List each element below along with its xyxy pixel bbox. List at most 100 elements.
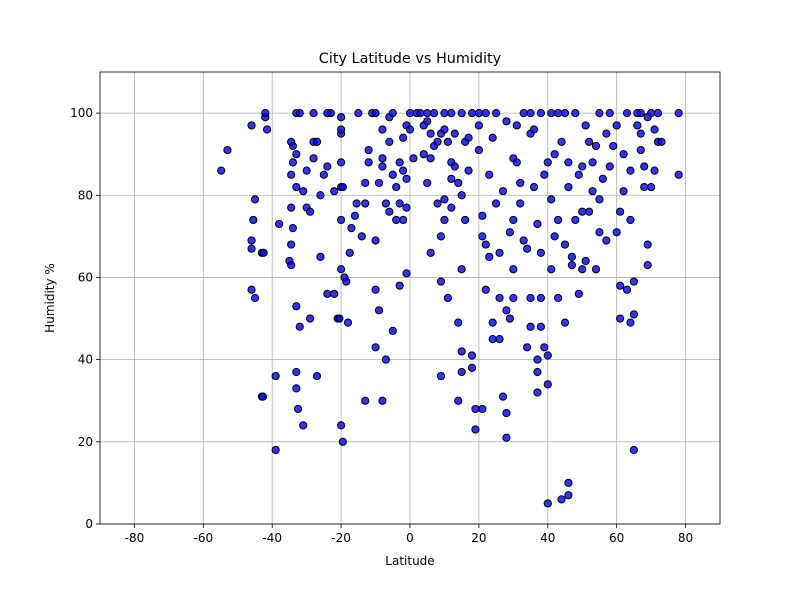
point bbox=[292, 182, 301, 192]
point bbox=[543, 499, 552, 508]
point bbox=[287, 203, 296, 212]
point bbox=[350, 211, 359, 220]
point bbox=[292, 367, 301, 377]
point bbox=[247, 244, 256, 253]
point bbox=[295, 322, 304, 331]
point bbox=[447, 174, 456, 183]
point bbox=[464, 166, 473, 175]
point bbox=[262, 125, 272, 134]
point bbox=[509, 293, 518, 303]
point bbox=[502, 433, 511, 442]
point bbox=[392, 182, 401, 192]
point bbox=[345, 248, 354, 257]
point bbox=[502, 306, 511, 315]
point bbox=[485, 170, 494, 179]
point bbox=[312, 371, 322, 381]
point bbox=[495, 334, 504, 344]
point bbox=[612, 121, 621, 130]
point bbox=[498, 392, 508, 401]
point bbox=[622, 285, 632, 294]
point bbox=[247, 121, 256, 130]
point bbox=[543, 380, 552, 389]
point bbox=[636, 108, 645, 118]
point bbox=[292, 302, 301, 311]
point bbox=[337, 215, 346, 225]
point bbox=[502, 117, 511, 126]
point bbox=[564, 158, 573, 167]
point bbox=[492, 108, 501, 118]
point bbox=[323, 289, 332, 298]
point bbox=[319, 170, 328, 179]
x-axis-label: Latitude bbox=[385, 554, 434, 568]
point bbox=[653, 108, 663, 118]
point bbox=[299, 421, 308, 430]
point bbox=[550, 232, 559, 241]
point bbox=[474, 108, 483, 118]
point bbox=[378, 154, 387, 163]
point bbox=[526, 293, 535, 303]
point bbox=[249, 215, 258, 225]
point bbox=[454, 396, 463, 405]
point bbox=[316, 252, 325, 262]
point bbox=[287, 170, 296, 179]
point bbox=[595, 228, 604, 237]
point bbox=[371, 343, 380, 352]
point bbox=[619, 150, 628, 159]
y-tick-label: 80 bbox=[78, 188, 93, 202]
chart-title: City Latitude vs Humidity bbox=[319, 51, 502, 67]
point bbox=[337, 421, 346, 430]
point bbox=[519, 108, 528, 118]
point bbox=[536, 108, 545, 118]
point bbox=[342, 277, 351, 286]
point bbox=[650, 166, 659, 175]
point bbox=[626, 318, 635, 327]
point bbox=[271, 445, 280, 455]
point bbox=[306, 314, 315, 323]
point bbox=[540, 170, 549, 179]
point bbox=[361, 396, 370, 405]
point bbox=[440, 195, 449, 204]
point bbox=[605, 162, 614, 171]
point bbox=[581, 121, 590, 130]
point bbox=[338, 182, 347, 192]
point bbox=[643, 261, 652, 270]
x-tick-label: 20 bbox=[471, 531, 486, 545]
point bbox=[578, 162, 587, 171]
point bbox=[474, 145, 483, 155]
point bbox=[423, 178, 432, 188]
point bbox=[287, 261, 296, 270]
point bbox=[402, 269, 411, 278]
point bbox=[378, 396, 387, 405]
point bbox=[323, 162, 332, 171]
point bbox=[337, 265, 346, 274]
point bbox=[381, 355, 390, 364]
point bbox=[626, 215, 635, 225]
point bbox=[674, 170, 683, 179]
point bbox=[578, 207, 587, 216]
point bbox=[405, 125, 415, 134]
point bbox=[440, 108, 449, 118]
point bbox=[371, 108, 380, 118]
point bbox=[388, 326, 397, 335]
point bbox=[629, 277, 638, 286]
point bbox=[571, 108, 580, 118]
point bbox=[536, 248, 545, 257]
point bbox=[457, 191, 466, 200]
point bbox=[399, 166, 408, 175]
point bbox=[585, 207, 594, 216]
point bbox=[533, 367, 542, 377]
point bbox=[457, 108, 466, 118]
point bbox=[471, 425, 480, 434]
point bbox=[250, 195, 260, 204]
point bbox=[433, 137, 442, 146]
point bbox=[585, 137, 594, 146]
point bbox=[440, 215, 449, 225]
y-tick-label: 40 bbox=[78, 353, 93, 367]
point bbox=[478, 232, 487, 241]
point bbox=[498, 187, 508, 196]
point bbox=[374, 306, 384, 315]
point bbox=[436, 232, 446, 241]
point bbox=[492, 199, 501, 208]
point bbox=[502, 408, 511, 418]
x-tick-label: 60 bbox=[609, 531, 624, 545]
